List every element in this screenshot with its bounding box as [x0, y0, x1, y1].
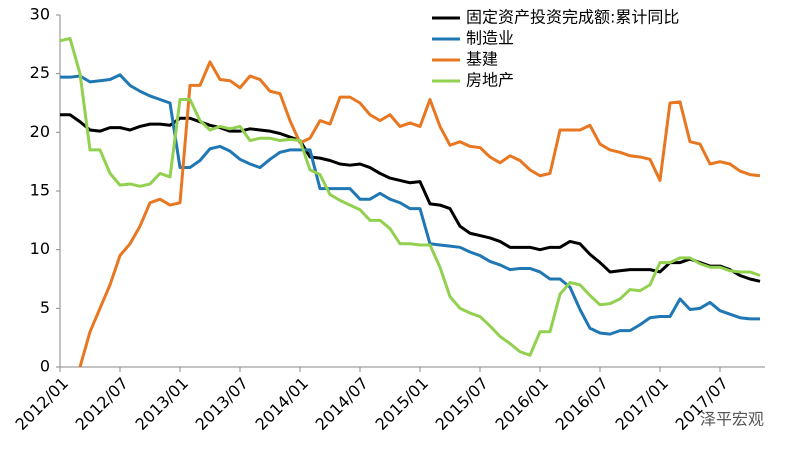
y-tick-label: 0 — [40, 357, 50, 376]
x-tick-label: 2014/01 — [252, 374, 312, 434]
x-tick-label: 2014/07 — [312, 374, 372, 434]
y-tick-label: 25 — [30, 63, 50, 82]
x-tick-label: 2015/07 — [432, 374, 492, 434]
x-tick-label: 2013/01 — [132, 374, 192, 434]
series-line — [60, 73, 760, 336]
legend-label: 制造业 — [466, 29, 514, 48]
legend-label: 固定资产投资完成额:累计同比 — [466, 8, 679, 27]
y-tick-label: 15 — [30, 181, 50, 200]
legend-label: 房地产 — [466, 71, 514, 90]
x-tick-label: 2016/01 — [492, 374, 552, 434]
x-tick-label: 2012/07 — [72, 374, 132, 434]
series-line — [60, 36, 761, 357]
x-tick-label: 2016/07 — [552, 374, 612, 434]
legend-label: 基建 — [466, 50, 498, 69]
y-tick-label: 20 — [30, 122, 50, 141]
watermark: 泽平宏观 — [700, 410, 764, 429]
series-line — [60, 113, 761, 283]
x-tick-label: 2012/01 — [12, 374, 72, 434]
x-tick-label: 2015/01 — [372, 374, 432, 434]
y-tick-label: 5 — [40, 298, 50, 317]
x-tick-label: 2013/07 — [192, 374, 252, 434]
series-line — [78, 60, 761, 367]
x-tick-label: 2017/01 — [612, 374, 672, 434]
y-tick-label: 10 — [30, 239, 50, 258]
y-tick-label: 30 — [30, 5, 50, 24]
